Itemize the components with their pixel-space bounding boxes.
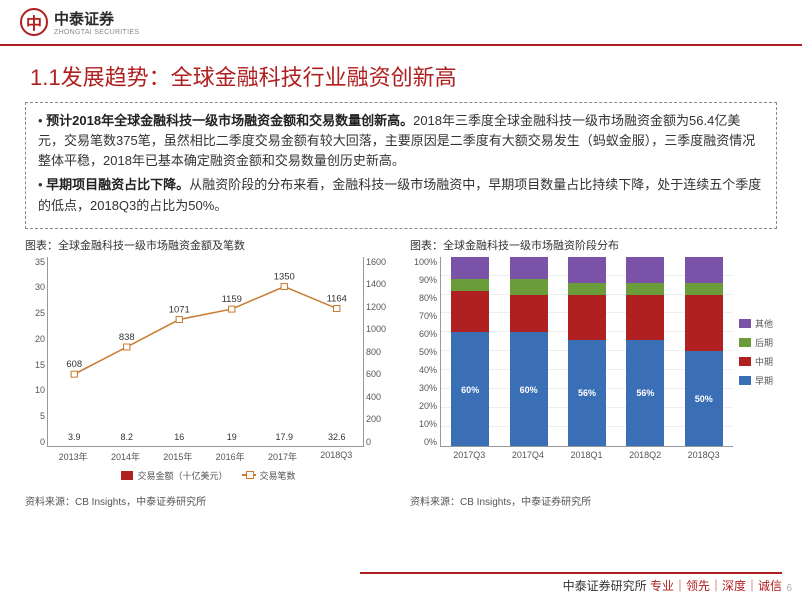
summary-box: • 预计2018年全球金融科技一级市场融资金额和交易数量创新高。2018年三季度…: [25, 102, 777, 229]
y-axis-right: 16001400120010008006004002000: [364, 257, 392, 447]
left-chart: 35302520151050 3.98.2161917.932.6 608838…: [25, 257, 392, 487]
charts-row: 图表：全球金融科技一级市场融资金额及笔数 35302520151050 3.98…: [0, 237, 802, 508]
left-legend: 交易金额（十亿美元） 交易笔数: [25, 469, 392, 482]
right-source: 资料来源：CB Insights，中泰证券研究所: [410, 493, 777, 508]
para-2: • 早期项目融资占比下降。从融资阶段的分布来看，金融科技一级市场融资中，早期项目…: [38, 175, 764, 215]
p1-bold: 预计2018年全球金融科技一级市场融资金额和交易数量创新高。: [46, 113, 413, 128]
footer-t2: 专业｜领先｜深度｜诚信: [650, 579, 782, 593]
legend-bar-label: 交易金额（十亿美元）: [137, 469, 227, 482]
page-number: 6: [786, 583, 792, 594]
left-x-labels: 2013年2014年2015年2016年2017年2018Q3: [47, 450, 364, 463]
right-legend: 其他 后期 中期 早期: [733, 257, 777, 447]
legend-line-label: 交易笔数: [260, 469, 296, 482]
right-chart: 100%90%80%70%60%50%40%30%20%10%0% 60%60%…: [410, 257, 777, 487]
right-chart-col: 图表：全球金融科技一级市场融资阶段分布 100%90%80%70%60%50%4…: [410, 237, 777, 508]
p2-bold: 早期项目融资占比下降。: [46, 177, 189, 192]
legend-line-swatch: [242, 474, 256, 476]
y-axis-pct: 100%90%80%70%60%50%40%30%20%10%0%: [410, 257, 440, 447]
y-axis-left: 35302520151050: [25, 257, 47, 447]
footer-t1: 中泰证券研究所: [563, 579, 647, 593]
left-chart-col: 图表：全球金融科技一级市场融资金额及笔数 35302520151050 3.98…: [25, 237, 392, 508]
right-chart-title: 图表：全球金融科技一级市场融资阶段分布: [410, 237, 777, 253]
left-chart-title: 图表：全球金融科技一级市场融资金额及笔数: [25, 237, 392, 253]
brand: 中泰证券: [54, 8, 139, 29]
page-title: 1.1发展趋势：全球金融科技行业融资创新高: [0, 46, 802, 102]
left-source: 资料来源：CB Insights，中泰证券研究所: [25, 493, 392, 508]
brand-en: ZHONGTAI SECURITIES: [54, 29, 139, 36]
header: 中 中泰证券 ZHONGTAI SECURITIES: [0, 0, 802, 46]
sw-late: [739, 338, 751, 347]
sw-other: [739, 319, 751, 328]
lg-late: 后期: [755, 336, 773, 349]
right-x-labels: 2017Q32017Q42018Q12018Q22018Q3: [440, 450, 733, 460]
sw-mid: [739, 357, 751, 366]
legend-bar-swatch: [121, 471, 133, 480]
right-plot: 60%60%56%56%50%: [440, 257, 733, 447]
left-plot: 3.98.2161917.932.6 608838107111591350116…: [47, 257, 364, 447]
footer: 中泰证券研究所 专业｜领先｜深度｜诚信: [360, 572, 782, 594]
lg-early: 早期: [755, 374, 773, 387]
para-1: • 预计2018年全球金融科技一级市场融资金额和交易数量创新高。2018年三季度…: [38, 111, 764, 171]
lg-mid: 中期: [755, 355, 773, 368]
sw-early: [739, 376, 751, 385]
lg-other: 其他: [755, 317, 773, 330]
brand-block: 中泰证券 ZHONGTAI SECURITIES: [54, 8, 139, 36]
logo-icon: 中: [20, 8, 48, 36]
